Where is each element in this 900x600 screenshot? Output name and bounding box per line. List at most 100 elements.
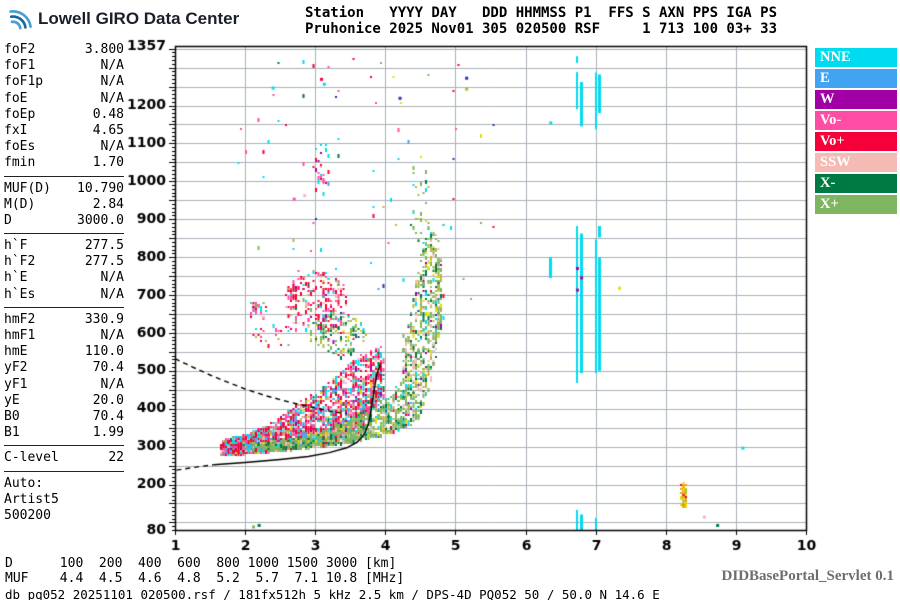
direction-legend: NNE E W Vo- Vo+ SSW X- X+ — [815, 48, 897, 216]
station-header-line2: Pruhonice 2025 Nov01 305 020500 RSF 1 71… — [305, 21, 778, 37]
parameter-value: 277.5 — [84, 254, 124, 270]
parameter-label: MUF(D) — [4, 180, 51, 196]
parameter-row-b0: B0 70.4 — [4, 409, 124, 425]
parameter-value: 70.4 — [92, 360, 124, 376]
legend-label: NNE — [820, 49, 851, 65]
parameter-value: 1.99 — [92, 425, 124, 441]
parameter-value: N/A — [100, 270, 124, 286]
parameter-row-b1: B1 1.99 — [4, 425, 124, 441]
legend-label: W — [820, 91, 835, 107]
parameter-label: D — [4, 212, 12, 228]
autoscaling-info-line: 500200 — [4, 507, 51, 523]
panel-divider — [4, 470, 124, 472]
parameter-row-clevel: C-level 22 — [4, 450, 124, 466]
logo-text: Lowell GIRO Data Center — [38, 8, 240, 28]
legend-label: X- — [820, 175, 836, 191]
parameter-row-md: M(D) 2.84 — [4, 197, 124, 213]
file-info: db pq052 20251101 020500.rsf / 181fx512h… — [5, 587, 660, 600]
parameter-label: h`F2 — [4, 254, 36, 270]
parameter-label: fmin — [4, 155, 36, 171]
legend-item-w: W — [815, 90, 897, 109]
parameter-row-yf2: yF2 70.4 — [4, 360, 124, 376]
legend-label: Vo- — [820, 112, 842, 128]
parameter-label: fxI — [4, 122, 28, 138]
parameter-row-fof1: foF1 N/A — [4, 58, 124, 74]
parameter-value: 70.4 — [92, 408, 124, 424]
parameter-value: 20.0 — [92, 392, 124, 408]
parameter-label: h`E — [4, 270, 28, 286]
parameter-value: 3.800 — [84, 42, 124, 57]
parameter-label: foF1p — [4, 74, 44, 90]
legend-item-vo: Vo+ — [815, 132, 897, 151]
panel-divider — [4, 233, 124, 235]
legend-item-ssw: SSW — [815, 153, 897, 172]
parameter-row-d: D 3000.0 — [4, 213, 124, 229]
legend-label: Vo+ — [820, 133, 845, 149]
parameter-value: N/A — [100, 90, 124, 106]
parameter-label: hmE — [4, 344, 28, 360]
parameter-value: N/A — [100, 328, 124, 343]
autoscaling-info-line: Auto: — [4, 475, 44, 491]
distance-row: D 100 200 400 600 800 1000 1500 3000 [km… — [5, 556, 397, 571]
parameter-row-hme: hmE 110.0 — [4, 344, 124, 360]
parameter-row-hmf2: hmF2 330.9 — [4, 312, 124, 328]
legend-label: X+ — [820, 196, 839, 212]
legend-item-e: E — [815, 69, 897, 88]
parameter-value: 2.84 — [92, 196, 124, 212]
parameter-panel: foF2 3.800 foF1 N/A foF1p N/A foE N/A foEp 0.48 fx… — [4, 42, 124, 524]
legend-item-nne: NNE — [815, 48, 897, 67]
panel-divider — [4, 306, 124, 308]
parameter-label: yE — [4, 392, 20, 408]
parameter-value: 0.48 — [92, 106, 124, 122]
parameter-label: B1 — [4, 425, 20, 441]
parameter-row-fmin: fmin 1.70 — [4, 155, 124, 171]
parameter-label: foE — [4, 90, 28, 106]
parameter-value: 277.5 — [84, 238, 124, 254]
parameter-value: 3000.0 — [77, 212, 124, 228]
parameter-row-hmf1: hmF1 N/A — [4, 328, 124, 344]
parameter-label: hmF1 — [4, 328, 36, 343]
parameter-row-fof1p: foF1p N/A — [4, 74, 124, 90]
panel-divider — [4, 445, 124, 447]
parameter-value: N/A — [100, 139, 124, 155]
parameter-row-foe: foE N/A — [4, 91, 124, 107]
parameter-label: foEp — [4, 106, 36, 122]
parameter-row-ye: yE 20.0 — [4, 393, 124, 409]
giro-logo-icon — [9, 10, 32, 30]
parameter-label: yF2 — [4, 360, 28, 376]
parameter-label: foF2 — [4, 42, 36, 57]
parameter-value: 110.0 — [84, 344, 124, 360]
parameter-row-hf2: h`F2 277.5 — [4, 254, 124, 270]
legend-item-x: X- — [815, 174, 897, 193]
station-header: Station YYYY DAY DDD HHMMSS P1 FFS S AXN… — [305, 5, 777, 37]
parameter-row-yf1: yF1 N/A — [4, 377, 124, 393]
logo: Lowell GIRO Data Center — [8, 6, 239, 31]
parameter-label: h`F — [4, 238, 28, 254]
legend-item-vo: Vo- — [815, 111, 897, 130]
parameter-value: N/A — [100, 74, 124, 90]
legend-label: E — [820, 70, 830, 86]
parameter-row-foep: foEp 0.48 — [4, 107, 124, 123]
parameter-label: yF1 — [4, 376, 28, 392]
parameter-value: 330.9 — [84, 311, 124, 327]
parameter-label: C-level — [4, 450, 59, 466]
parameter-row-fof2: foF2 3.800 — [4, 42, 124, 58]
parameter-value: N/A — [100, 376, 124, 392]
parameter-value: 10.790 — [77, 180, 124, 196]
muf-row: MUF 4.4 4.5 4.6 4.8 5.2 5.7 7.1 10.8 [MH… — [5, 571, 405, 586]
parameter-value: N/A — [100, 286, 124, 302]
station-header-line1: Station YYYY DAY DDD HHMMSS P1 FFS S AXN… — [305, 5, 778, 21]
parameter-row-he: h`E N/A — [4, 270, 124, 286]
parameter-label: foF1 — [4, 58, 36, 74]
servlet-version: DIDBasePortal_Servlet 0.1 — [721, 568, 894, 584]
parameter-value: 4.65 — [92, 122, 124, 138]
parameter-row-foes: foEs N/A — [4, 139, 124, 155]
parameter-label: M(D) — [4, 196, 36, 212]
parameter-row-mufd: MUF(D) 10.790 — [4, 181, 124, 197]
legend-item-x: X+ — [815, 195, 897, 214]
parameter-row-hf: h`F 277.5 — [4, 238, 124, 254]
parameter-value: 1.70 — [92, 155, 124, 171]
parameter-label: B0 — [4, 408, 20, 424]
